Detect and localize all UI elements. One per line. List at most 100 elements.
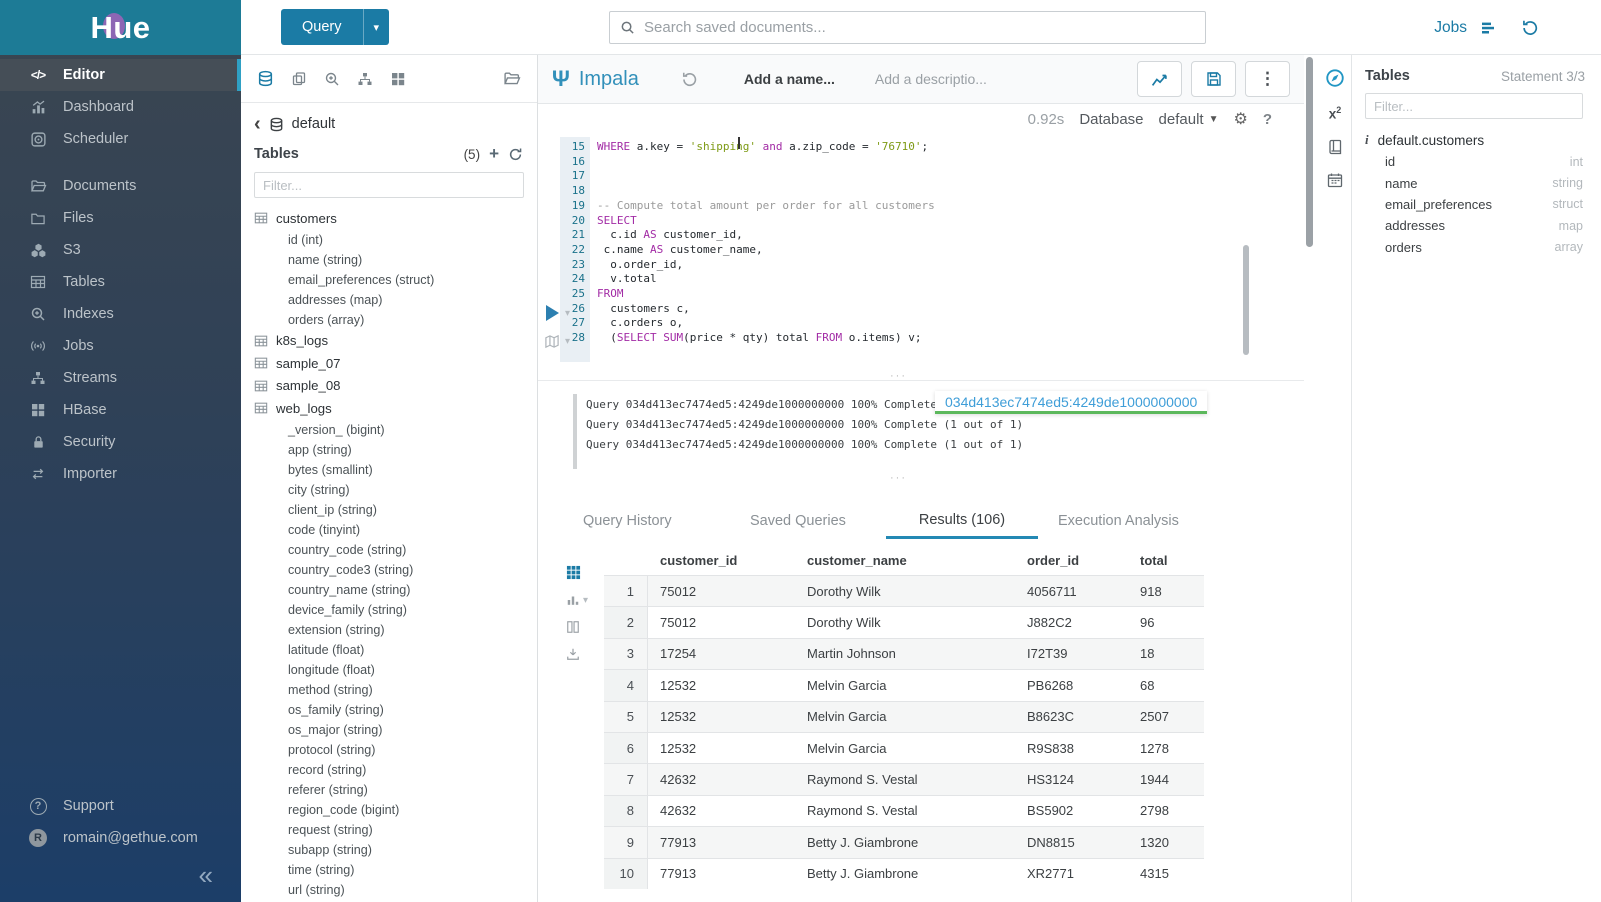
sidebar-item-editor[interactable]: </> Editor — [0, 59, 241, 91]
kebab-menu-icon[interactable]: ⋮ — [1245, 61, 1290, 97]
tree-column[interactable]: method (string) — [288, 682, 373, 697]
sidebar-item-streams[interactable]: Streams — [0, 362, 241, 394]
tree-column[interactable]: url (string) — [288, 882, 345, 897]
tree-table-k8s-logs[interactable]: k8s_logs — [254, 330, 537, 353]
tree-column[interactable]: time (string) — [288, 862, 355, 877]
folder-open-icon[interactable] — [503, 70, 521, 87]
tree-column[interactable]: app (string) — [288, 442, 352, 457]
tree-column[interactable]: client_ip (string) — [288, 502, 377, 517]
query-button[interactable]: Query ▾ — [281, 9, 390, 45]
sidebar-item-hbase[interactable]: HBase — [0, 394, 241, 426]
tree-column[interactable]: _version_ (bigint) — [288, 422, 385, 437]
result-row[interactable]: 5 12532 Melvin Garcia B8623C 2507 — [604, 700, 1204, 732]
tab-saved-queries[interactable]: Saved Queries — [750, 513, 846, 529]
tree-column[interactable]: referer (string) — [288, 782, 368, 797]
sidebar-item-s3[interactable]: S3 — [0, 234, 241, 266]
sidebar-item-security[interactable]: Security — [0, 426, 241, 458]
databases-icon[interactable] — [257, 70, 274, 87]
history-icon[interactable] — [1521, 19, 1539, 37]
presentation-mode-button[interactable]: ▾ — [544, 334, 570, 349]
column-header[interactable]: customer_id — [660, 552, 738, 568]
resize-grip[interactable]: ··· — [890, 472, 907, 484]
sidebar-collapse-icon[interactable]: « — [198, 860, 213, 890]
save-button[interactable] — [1191, 61, 1236, 97]
tree-column[interactable]: country_code (string) — [288, 542, 407, 557]
chart-view-icon[interactable]: ▾ — [566, 593, 588, 607]
column-header[interactable]: customer_name — [807, 552, 907, 568]
tree-column[interactable]: extension (string) — [288, 622, 385, 637]
result-row[interactable]: 7 42632 Raymond S. Vestal HS3124 1944 — [604, 763, 1204, 795]
tree-column[interactable]: latitude (float) — [288, 642, 365, 657]
query-name-field[interactable]: Add a name... — [743, 71, 835, 87]
sidebar-item-documents[interactable]: Documents — [0, 170, 241, 202]
settings-gear-icon[interactable]: ⚙ — [1233, 111, 1248, 128]
assist-filter-input[interactable] — [254, 172, 524, 198]
tree-column[interactable]: subapp (string) — [288, 842, 372, 857]
tab-execution-analysis[interactable]: Execution Analysis — [1058, 513, 1179, 529]
tree-column[interactable]: addresses (map) — [288, 292, 383, 307]
tree-column[interactable]: bytes (smallint) — [288, 462, 373, 477]
chart-options-caret[interactable]: ▾ — [583, 594, 589, 606]
sidebar-item-importer[interactable]: Importer — [0, 458, 241, 490]
active-table-row[interactable]: i default.customers — [1352, 122, 1601, 151]
documents-copy-icon[interactable] — [291, 71, 307, 87]
tree-column[interactable]: code (tinyint) — [288, 522, 361, 537]
tree-column[interactable]: record (string) — [288, 762, 367, 777]
grid-view-icon[interactable] — [566, 565, 588, 580]
tree-table-web-logs[interactable]: web_logs — [254, 397, 537, 420]
data-compass-icon[interactable] — [1325, 68, 1345, 88]
sql-editor[interactable]: 15 16 17 18 19 20 21 22 23 24 25 26 27 28 WHERE a.key… — [538, 137, 1304, 362]
result-row[interactable]: 10 77913 Betty J. Giambrone XR2771 4315 — [604, 857, 1204, 889]
columns-view-icon[interactable] — [566, 620, 588, 634]
execute-options-caret[interactable]: ▾ — [565, 307, 571, 319]
chart-button[interactable] — [1137, 61, 1182, 97]
main-scrollbar[interactable] — [1306, 57, 1313, 247]
result-row[interactable]: 4 12532 Melvin Garcia PB6268 68 — [604, 669, 1204, 701]
right-column-name[interactable]: name string — [1352, 172, 1601, 193]
tree-table-customers[interactable]: customers — [254, 207, 537, 230]
tree-column[interactable]: country_name (string) — [288, 582, 411, 597]
functions-icon[interactable]: x2 — [1328, 105, 1342, 122]
language-reference-icon[interactable] — [1327, 139, 1343, 155]
database-name[interactable]: default — [291, 116, 336, 132]
query-description-field[interactable]: Add a descriptio... — [874, 71, 987, 87]
query-history-icon[interactable] — [681, 71, 698, 88]
sidebar-item-scheduler[interactable]: Scheduler — [0, 123, 241, 155]
right-filter-input[interactable] — [1365, 93, 1583, 119]
resize-grip[interactable]: ··· — [890, 370, 907, 382]
apps-grid-icon[interactable] — [390, 71, 406, 87]
jobs-link[interactable]: Jobs — [1434, 18, 1467, 36]
tree-column[interactable]: os_major (string) — [288, 722, 383, 737]
hue-logo[interactable]: Hue — [0, 0, 241, 55]
column-header[interactable]: order_id — [1027, 552, 1080, 568]
tree-column[interactable]: request (string) — [288, 822, 373, 837]
tree-column[interactable]: name (string) — [288, 252, 363, 267]
tree-column[interactable]: os_family (string) — [288, 702, 384, 717]
result-row[interactable]: 2 75012 Dorothy Wilk J882C2 96 — [604, 606, 1204, 638]
result-row[interactable]: 1 75012 Dorothy Wilk 4056711 918 — [604, 575, 1204, 607]
help-icon[interactable]: ? — [1262, 110, 1272, 128]
tree-column[interactable]: id (int) — [288, 232, 323, 247]
execute-button[interactable]: ▾ — [546, 305, 570, 321]
engine-name[interactable]: Impala — [578, 67, 639, 90]
database-selector[interactable]: default ▼ — [1158, 110, 1219, 128]
global-search[interactable] — [609, 11, 1206, 44]
jobs-browser-icon[interactable] — [1480, 20, 1496, 36]
sidebar-item-jobs[interactable]: Jobs — [0, 330, 241, 362]
search-plus-icon[interactable] — [324, 71, 340, 87]
search-input[interactable] — [644, 19, 1195, 36]
tree-column[interactable]: email_preferences (struct) — [288, 272, 435, 287]
column-header[interactable]: total — [1140, 552, 1168, 568]
sidebar-item-files[interactable]: Files — [0, 202, 241, 234]
tree-column[interactable]: region_code (bigint) — [288, 802, 400, 817]
tree-column[interactable]: protocol (string) — [288, 742, 376, 757]
tree-column[interactable]: longitude (float) — [288, 662, 375, 677]
schedule-calendar-icon[interactable] — [1327, 172, 1343, 188]
right-column-id[interactable]: id int — [1352, 151, 1601, 172]
query-id-link[interactable]: 034d413ec7474ed5:4249de1000000000 — [935, 391, 1208, 414]
sidebar-item-support[interactable]: ? Support — [0, 790, 241, 822]
result-row[interactable]: 8 42632 Raymond S. Vestal BS5902 2798 — [604, 794, 1204, 827]
map-options-caret[interactable]: ▾ — [565, 336, 571, 347]
tab-results-106-[interactable]: Results (106) — [886, 503, 1038, 539]
sidebar-item-user[interactable]: R romain@gethue.com — [0, 822, 241, 854]
